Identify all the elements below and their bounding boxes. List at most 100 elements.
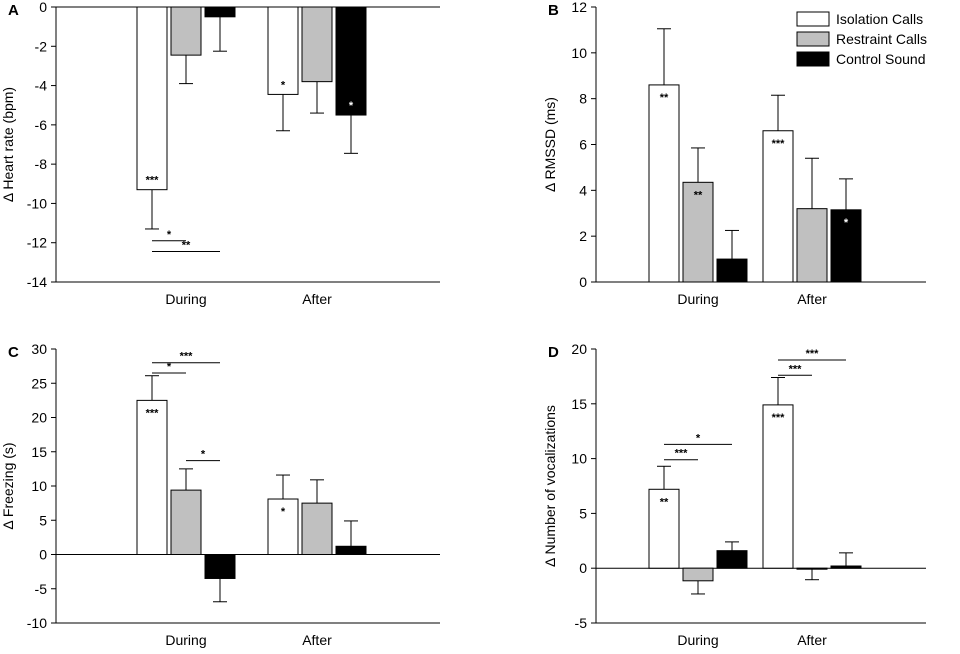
bar	[830, 209, 862, 283]
x-tick-label: During	[165, 291, 206, 307]
panel-letter: D	[548, 344, 559, 361]
y-tick-label: 10	[31, 478, 47, 494]
y-tick-label: -8	[35, 156, 48, 172]
x-tick-label: After	[797, 291, 827, 307]
y-tick-label: 10	[571, 451, 587, 467]
significance-label: *	[844, 217, 849, 229]
bar	[335, 545, 367, 556]
significance-label: **	[694, 189, 703, 201]
legend-swatch-restraint	[796, 31, 830, 47]
bar	[170, 489, 202, 555]
panel-letter: B	[548, 2, 559, 19]
significance-label: ***	[146, 407, 160, 419]
panel-letter: A	[8, 2, 19, 19]
y-tick-label: 12	[571, 0, 587, 15]
legend-label-restraint: Restraint Calls	[836, 31, 927, 47]
y-tick-label: 6	[579, 137, 587, 153]
bar	[716, 258, 748, 283]
bar	[716, 550, 748, 569]
y-tick-label: 8	[579, 91, 587, 107]
bar	[170, 6, 202, 56]
y-tick-label: -14	[27, 274, 47, 290]
x-tick-label: After	[302, 632, 332, 648]
comparison-label: *	[167, 361, 172, 373]
bar	[682, 181, 714, 283]
y-tick-label: -10	[27, 195, 47, 211]
legend: Isolation Calls Restraint Calls Control …	[796, 11, 927, 67]
y-axis-label: Δ Heart rate (bpm)	[0, 87, 16, 202]
panel-a: A 0 -2 -4 -6 -8 -10 -12 -14 Δ Heart rate (bpm) Dur…	[0, 0, 440, 307]
y-tick-label: 15	[31, 444, 47, 460]
y-tick-label: 20	[571, 341, 587, 357]
bar	[648, 488, 680, 569]
x-tick-label: During	[677, 632, 718, 648]
significance-label: *	[281, 79, 286, 91]
y-tick-label: 5	[39, 512, 47, 528]
y-tick-label: 0	[579, 274, 587, 290]
significance-label: **	[660, 496, 669, 508]
significance-label: ***	[146, 175, 160, 187]
y-tick-label: -10	[27, 615, 47, 631]
x-tick-label: After	[302, 291, 332, 307]
y-tick-label: -5	[575, 615, 588, 631]
legend-label-control: Control Sound	[836, 51, 926, 67]
y-tick-label: 15	[571, 396, 587, 412]
y-tick-label: 30	[31, 341, 47, 357]
y-tick-label: -6	[35, 117, 48, 133]
x-tick-label: During	[165, 632, 206, 648]
legend-swatch-control	[796, 51, 830, 67]
bar	[267, 6, 299, 95]
bar	[136, 399, 168, 555]
significance-label: **	[660, 92, 669, 104]
panel-d: D 20 15 10 5 0 -5 Δ Number of vocalizations Duri…	[542, 341, 926, 648]
bar	[204, 6, 236, 18]
bar	[796, 208, 828, 283]
y-axis-label: Δ RMSSD (ms)	[542, 97, 558, 192]
bar	[648, 84, 680, 283]
comparison-label: *	[696, 432, 701, 444]
bar	[267, 498, 299, 556]
y-tick-label: -2	[35, 38, 48, 54]
comparison-label: ***	[180, 351, 194, 363]
x-tick-label: During	[677, 291, 718, 307]
y-tick-label: 4	[579, 182, 587, 198]
y-tick-label: 20	[31, 410, 47, 426]
significance-label: ***	[772, 412, 786, 424]
y-tick-label: 0	[39, 0, 47, 15]
panel-letter: C	[8, 344, 19, 361]
bar	[335, 6, 367, 116]
x-tick-label: After	[797, 632, 827, 648]
significance-label: *	[281, 506, 286, 518]
comparison-label: *	[167, 229, 172, 241]
bar	[762, 130, 794, 283]
y-axis-label: Δ Number of vocalizations	[542, 405, 558, 567]
y-tick-label: 5	[579, 505, 587, 521]
y-axis-label: Δ Freezing (s)	[0, 442, 16, 529]
y-tick-label: 0	[39, 547, 47, 563]
bar	[682, 567, 714, 582]
comparison-label: ***	[675, 448, 689, 460]
y-tick-label: -4	[35, 78, 48, 94]
bar	[301, 502, 333, 555]
comparison-label: ***	[806, 348, 820, 360]
significance-label: *	[349, 100, 354, 112]
y-tick-label: 0	[579, 560, 587, 576]
comparison-label: **	[182, 240, 191, 252]
y-tick-label: 2	[579, 228, 587, 244]
y-tick-label: -5	[35, 581, 48, 597]
significance-label: ***	[772, 138, 786, 150]
y-tick-label: 10	[571, 45, 587, 61]
y-tick-label: 25	[31, 375, 47, 391]
bar	[204, 554, 236, 579]
panel-c: C 30 25 20 15 10 5 0 -5 -10 Δ Freezing (s) During Af…	[0, 341, 440, 648]
bar	[136, 6, 168, 191]
legend-swatch-isolation	[796, 11, 830, 27]
bar	[830, 565, 862, 569]
comparison-label: ***	[789, 363, 803, 375]
comparison-label: *	[201, 449, 206, 461]
bar	[301, 6, 333, 83]
legend-label-isolation: Isolation Calls	[836, 11, 923, 27]
y-tick-label: -12	[27, 235, 47, 251]
